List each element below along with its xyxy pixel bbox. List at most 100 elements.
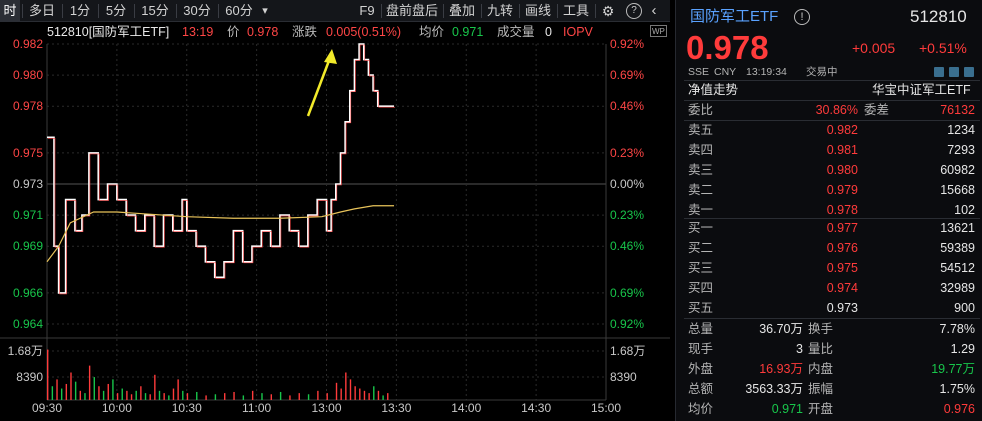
- menu-icon[interactable]: [964, 67, 974, 77]
- toolbar-divider: [62, 4, 63, 18]
- level-volume: 102: [954, 203, 975, 217]
- volume-bar: [354, 386, 356, 400]
- volume-bar: [298, 393, 300, 400]
- y-pct-tick-label: 0.69%: [610, 68, 644, 82]
- order-book-row[interactable]: 卖三 0.980 60982: [676, 160, 982, 180]
- edit-icon[interactable]: [934, 67, 944, 77]
- y-tick-label: 0.971: [13, 208, 43, 222]
- info-icon[interactable]: !: [794, 9, 810, 25]
- volume-bar: [270, 394, 272, 400]
- level-volume: 59389: [940, 241, 975, 255]
- tools-button[interactable]: 工具: [562, 3, 589, 18]
- order-book-row[interactable]: 卖四 0.981 7293: [676, 140, 982, 160]
- x-tick-label: 13:30: [381, 401, 411, 415]
- volume-bar: [130, 394, 133, 400]
- volume-bar: [172, 388, 175, 400]
- tab-30min[interactable]: 30分: [183, 3, 211, 18]
- period-dropdown-icon[interactable]: ▾: [262, 5, 268, 17]
- stat-label: 总额: [688, 382, 714, 396]
- y-tick-label: 0.975: [13, 146, 43, 160]
- price-shadow-line: [48, 44, 396, 295]
- f9-button[interactable]: F9: [359, 3, 375, 18]
- overlay-button[interactable]: 叠加: [448, 3, 475, 18]
- stat-value: 7.78%: [939, 322, 975, 336]
- y-tick-label: 0.982: [13, 37, 43, 51]
- vol-tick-label: 8390: [610, 370, 637, 384]
- volume-bar: [382, 395, 384, 400]
- price-change-pct: +0.51%: [919, 40, 967, 56]
- y-pct-tick-label: 0.92%: [610, 317, 644, 331]
- stat-label: 量比: [808, 342, 834, 356]
- volume-bar: [79, 390, 82, 400]
- order-book-row[interactable]: 买五 0.973 900: [676, 298, 982, 318]
- stat-label: 换手: [808, 322, 834, 336]
- level-volume: 32989: [940, 281, 975, 295]
- volume-bar: [317, 390, 319, 400]
- level-price: 0.980: [826, 163, 858, 177]
- volume-bar: [60, 388, 63, 400]
- price-chart[interactable]: 0.982 0.92% 0.980 0.69% 0.978 0.46% 0.975 0.23%…: [0, 0, 670, 421]
- help-icon[interactable]: ?: [626, 3, 642, 19]
- settings-icon[interactable]: ⚙: [601, 3, 615, 19]
- volume-bar: [186, 393, 189, 400]
- tab-60min[interactable]: 60分: [225, 3, 253, 18]
- y-tick-label: 0.969: [13, 239, 43, 253]
- price-change: +0.005: [852, 40, 896, 56]
- level-label: 买三: [688, 261, 714, 275]
- volume-bar: [112, 379, 114, 400]
- order-book-row[interactable]: 买二 0.976 59389: [676, 238, 982, 258]
- tab-intraday[interactable]: 时: [0, 0, 20, 22]
- level-label: 买四: [688, 281, 714, 295]
- collapse-icon[interactable]: ‹: [651, 2, 657, 19]
- y-tick-label: 0.973: [13, 177, 43, 191]
- nav-trend-link[interactable]: 净值走势: [688, 83, 739, 97]
- divider: [684, 100, 980, 101]
- volume-bar: [168, 395, 170, 400]
- volume-bar: [289, 395, 291, 400]
- y-axis: 0.982 0.92% 0.980 0.69% 0.978 0.46% 0.975 0.23%…: [8, 37, 646, 384]
- x-tick-label: 11:00: [242, 401, 271, 415]
- draw-line-button[interactable]: 画线: [524, 3, 551, 18]
- level-price: 0.978: [826, 203, 858, 217]
- order-book-row[interactable]: 卖五 0.982 1234: [676, 120, 982, 140]
- level-price: 0.982: [826, 123, 858, 137]
- alert-icon[interactable]: [949, 67, 959, 77]
- volume-bar: [335, 382, 338, 400]
- volume-bar: [349, 379, 352, 400]
- security-name[interactable]: 国防军工ETF: [690, 8, 779, 25]
- trading-status: 交易中: [806, 66, 838, 78]
- x-axis: 09:30 10:00 10:30 11:00 13:00 13:30 14:00 14:30…: [32, 401, 621, 415]
- volume-bar: [373, 386, 375, 400]
- level-price: 0.976: [826, 241, 858, 255]
- avg-price-line: [46, 205, 395, 263]
- toolbar-divider: [98, 4, 99, 18]
- wp-icon[interactable]: WP: [650, 25, 667, 37]
- order-book-row[interactable]: 买四 0.974 32989: [676, 278, 982, 298]
- tab-multi-day[interactable]: 多日: [28, 3, 55, 18]
- order-book-row[interactable]: 买三 0.975 54512: [676, 258, 982, 278]
- volume-bar: [70, 372, 72, 400]
- stat-value: 3563.33万: [745, 382, 803, 396]
- order-book-row[interactable]: 卖一 0.978 102: [676, 200, 982, 220]
- y-pct-tick-label: 0.92%: [610, 37, 644, 51]
- order-book-row[interactable]: 卖二 0.979 15668: [676, 180, 982, 200]
- tab-1min[interactable]: 1分: [69, 3, 91, 18]
- info-vol-label: 成交量: [497, 25, 535, 39]
- y-pct-tick-label: 0.23%: [610, 208, 644, 222]
- tab-5min[interactable]: 5分: [105, 3, 127, 18]
- tab-15min[interactable]: 15分: [141, 3, 169, 18]
- vol-tick-label: 1.68万: [610, 344, 645, 358]
- toolbar-divider: [134, 4, 135, 18]
- volume-bar: [377, 390, 380, 400]
- toolbar-divider: [176, 4, 177, 18]
- volume-bar: [251, 390, 254, 400]
- nine-turn-button[interactable]: 九转: [486, 3, 513, 18]
- volume-bar: [182, 390, 184, 400]
- stat-label: 均价: [688, 402, 714, 416]
- weibi-label: 委比: [688, 103, 714, 117]
- pre-post-market-button[interactable]: 盘前盘后: [385, 3, 438, 18]
- order-book-row[interactable]: 买一 0.977 13621: [676, 218, 982, 238]
- info-time: 13:19: [182, 25, 214, 39]
- level-label: 卖四: [688, 143, 714, 157]
- y-pct-tick-label: 0.46%: [610, 239, 644, 253]
